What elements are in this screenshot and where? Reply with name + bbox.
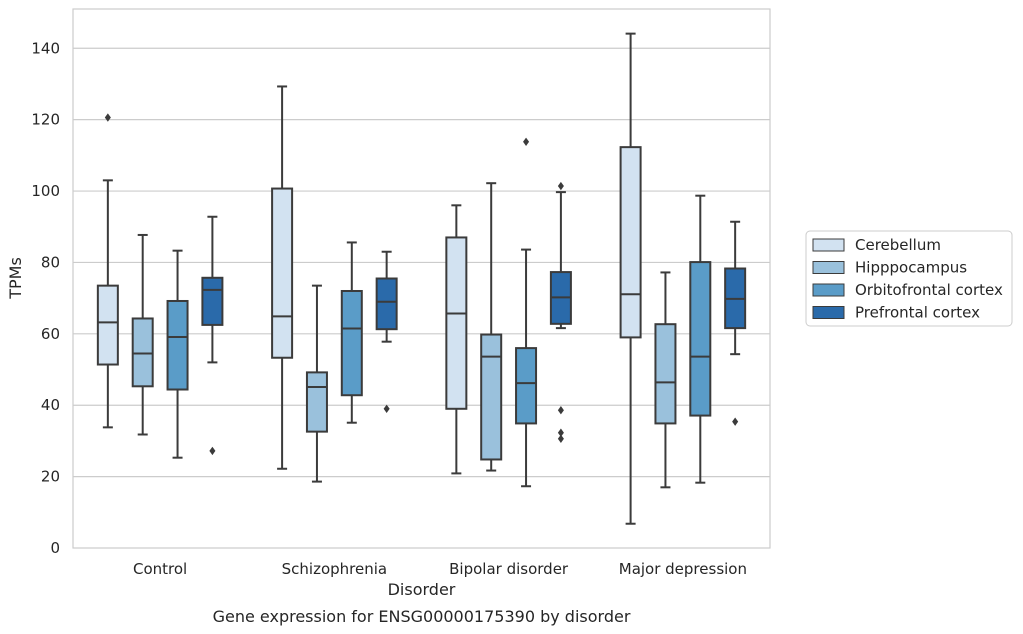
outlier-point <box>523 137 530 146</box>
x-tick-label: Bipolar disorder <box>449 560 569 578</box>
legend-label: Cerebellum <box>855 236 941 254</box>
outlier-point <box>383 404 390 413</box>
box <box>480 333 503 461</box>
x-tick-label: Schizophrenia <box>282 560 387 578</box>
x-tick-label: Control <box>133 560 187 578</box>
box <box>654 323 677 425</box>
box <box>131 317 154 388</box>
box-group <box>445 181 572 488</box>
box <box>689 261 712 417</box>
x-tick-labels: Control Schizophrenia Bipolar disorder Majo… <box>133 560 747 578</box>
outlier-point <box>104 113 111 122</box>
outlier-point <box>557 434 564 443</box>
x-axis-label: Disorder <box>388 580 456 599</box>
box <box>515 347 538 425</box>
legend-label: Hipppocampus <box>855 259 967 277</box>
y-tick-label: 60 <box>41 325 60 343</box>
box-group <box>96 113 224 459</box>
grid-lines <box>73 47 770 478</box>
chart-caption: Gene expression for ENSG00000175390 by d… <box>213 607 631 626</box>
y-tick-label: 20 <box>41 468 60 486</box>
outlier-point <box>557 181 564 191</box>
legend-frame <box>805 230 1013 327</box>
x-tick-label: Major depression <box>619 560 747 578</box>
outlier-point <box>557 428 564 437</box>
outlier-point <box>209 446 216 456</box>
y-tick-label: 140 <box>31 39 60 57</box>
legend-label: Orbitofrontal cortex <box>855 281 1003 299</box>
box <box>445 236 468 410</box>
y-tick-label: 80 <box>41 253 60 271</box>
y-tick-label: 100 <box>31 182 60 200</box>
box <box>340 289 363 397</box>
box <box>96 284 119 366</box>
plot-frame <box>72 8 771 549</box>
box-group <box>619 32 747 525</box>
outlier-point <box>557 406 564 415</box>
y-tick-label: 0 <box>50 539 60 557</box>
y-tick-labels: 0 20 40 60 80 100 120 140 <box>31 39 60 557</box>
y-tick-label: 120 <box>31 111 60 129</box>
box <box>375 277 398 331</box>
legend-swatch <box>812 283 845 297</box>
box <box>305 371 328 433</box>
legend-label: Prefrontal cortex <box>855 304 980 322</box>
legend-swatch <box>812 261 845 274</box>
box <box>271 187 294 359</box>
y-tick-label: 40 <box>41 396 60 414</box>
outlier-point <box>732 417 739 426</box>
box-group <box>271 85 398 483</box>
legend-swatch <box>812 306 845 319</box>
box <box>166 299 189 391</box>
legend: Cerebellum Hipppocampus Orbitofrontal cort… <box>805 230 1013 327</box>
box-groups <box>96 32 747 525</box>
box <box>619 146 642 339</box>
box <box>201 276 224 326</box>
legend-swatch <box>812 238 845 252</box>
y-axis-label: TPMs <box>6 257 25 300</box>
